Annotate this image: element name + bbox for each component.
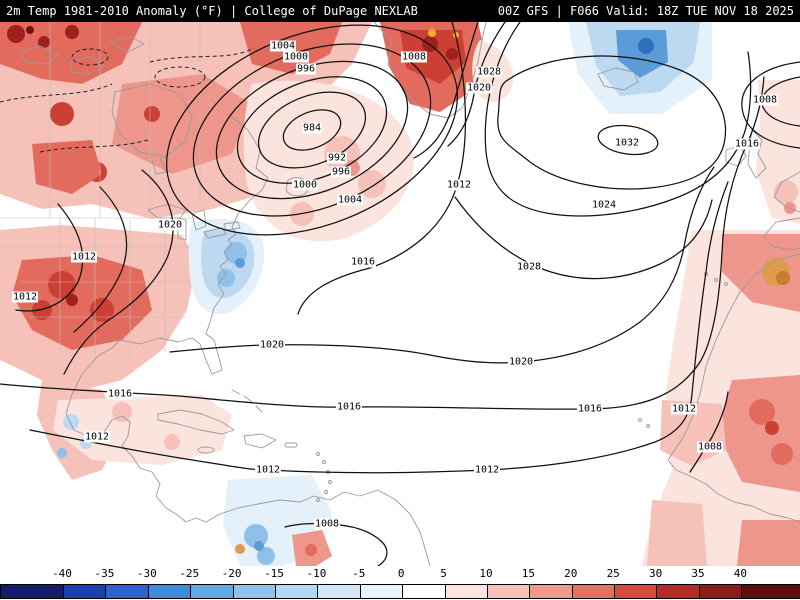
isobar-label: 1012 (70, 251, 98, 263)
isobar-label: 1020 (156, 219, 184, 231)
isobar-label: 1020 (258, 339, 286, 351)
isobar-label: 996 (295, 63, 317, 75)
isobar-label: 1016 (106, 388, 134, 400)
colorbar (0, 584, 800, 599)
isobar-label: 1004 (269, 40, 297, 52)
colorbar-ticks: -40 -35 -30 -25 -20 -15 -10 -5 0 5 10 15 20 25 30 35 40 (0, 567, 800, 581)
isobar-label: 1020 (507, 356, 535, 368)
isobar-label: 1016 (349, 256, 377, 268)
colorbar-tick-label: -25 (179, 567, 200, 580)
isobar-label: 992 (326, 152, 348, 164)
colorbar-tick-label: 15 (521, 567, 536, 580)
colorbar-tick-label: 0 (397, 567, 405, 580)
model-valid-time: 00Z GFS | F066 Valid: 18Z TUE NOV 18 202… (497, 4, 794, 18)
isobar-label: 1020 (465, 82, 493, 94)
isobar-label: 984 (301, 122, 323, 134)
colorbar-segment (232, 585, 275, 598)
colorbar-segment (529, 585, 572, 598)
isobar-label: 1008 (751, 94, 779, 106)
colorbar-segment (1, 585, 63, 598)
colorbar-tick-label: -35 (94, 567, 115, 580)
colorbar-tick-label: 5 (440, 567, 447, 580)
colorbar-segment (317, 585, 360, 598)
colorbar-segment (571, 585, 615, 598)
colorbar-segment (741, 585, 800, 598)
colorbar-segment (486, 585, 530, 598)
isobar-label: 1016 (576, 403, 604, 415)
isobar-label: 1008 (400, 51, 428, 63)
colorbar-tick-label: 35 (691, 567, 705, 580)
isobar-label: 1024 (590, 199, 618, 211)
colorbar-tick-label: -20 (221, 567, 242, 580)
colorbar-tick-label: 20 (564, 567, 578, 580)
isobar-label: 1028 (515, 261, 543, 273)
isobar-label: 1016 (335, 401, 363, 413)
isobar-label: 996 (330, 166, 352, 178)
isobar-label: 1032 (613, 137, 641, 149)
colorbar-tick-label: -30 (136, 567, 157, 580)
isobar-label: 1004 (336, 194, 364, 206)
isobar-label: 1012 (11, 291, 39, 303)
colorbar-segment (63, 585, 106, 598)
colorbar-footer: -40 -35 -30 -25 -20 -15 -10 -5 0 5 10 15 20 25 30 35 40 (0, 566, 800, 600)
map-area: 1004 1000 996 1008 1028 1020 984 992 996 1000 1004… (0, 22, 800, 566)
colorbar-segment (147, 585, 191, 598)
isobar-label: 1000 (291, 179, 319, 191)
colorbar-tick-label: 30 (648, 567, 663, 580)
colorbar-segment (656, 585, 699, 598)
header-bar: 2m Temp 1981-2010 Anomaly (°F) | College… (0, 0, 800, 22)
isobar-label: 1012 (445, 179, 473, 191)
isobar-label: 1016 (733, 138, 761, 150)
colorbar-segment (402, 585, 445, 598)
colorbar-segment (274, 585, 318, 598)
anomaly-shading (0, 22, 800, 566)
isobar-label: 1012 (473, 464, 501, 476)
colorbar-tick-label: -15 (264, 567, 284, 580)
colorbar-tick-label: -5 (352, 567, 366, 580)
isobar-label: 1008 (696, 441, 724, 453)
colorbar-segment (105, 585, 148, 598)
isobar-label: 1012 (670, 403, 698, 415)
colorbar-tick-label: -40 (52, 567, 72, 580)
colorbar-tick-label: 10 (479, 567, 493, 580)
isobar-label: 1008 (313, 518, 341, 530)
colorbar-segment (444, 585, 487, 598)
isobar-label: 1012 (254, 464, 282, 476)
isobar-label: 1012 (83, 431, 111, 443)
isobar-label: 1000 (282, 51, 310, 63)
colorbar-segment (614, 585, 657, 598)
isobar-label: 1028 (475, 66, 503, 78)
state-borders (0, 22, 201, 362)
colorbar-segment (359, 585, 403, 598)
map-canvas (0, 22, 800, 566)
colorbar-segment (698, 585, 742, 598)
colorbar-tick-label: 25 (606, 567, 620, 580)
colorbar-segment (190, 585, 233, 598)
colorbar-tick-label: 40 (733, 567, 748, 580)
colorbar-tick-label: -10 (306, 567, 327, 580)
product-title: 2m Temp 1981-2010 Anomaly (°F) | College… (6, 4, 418, 18)
